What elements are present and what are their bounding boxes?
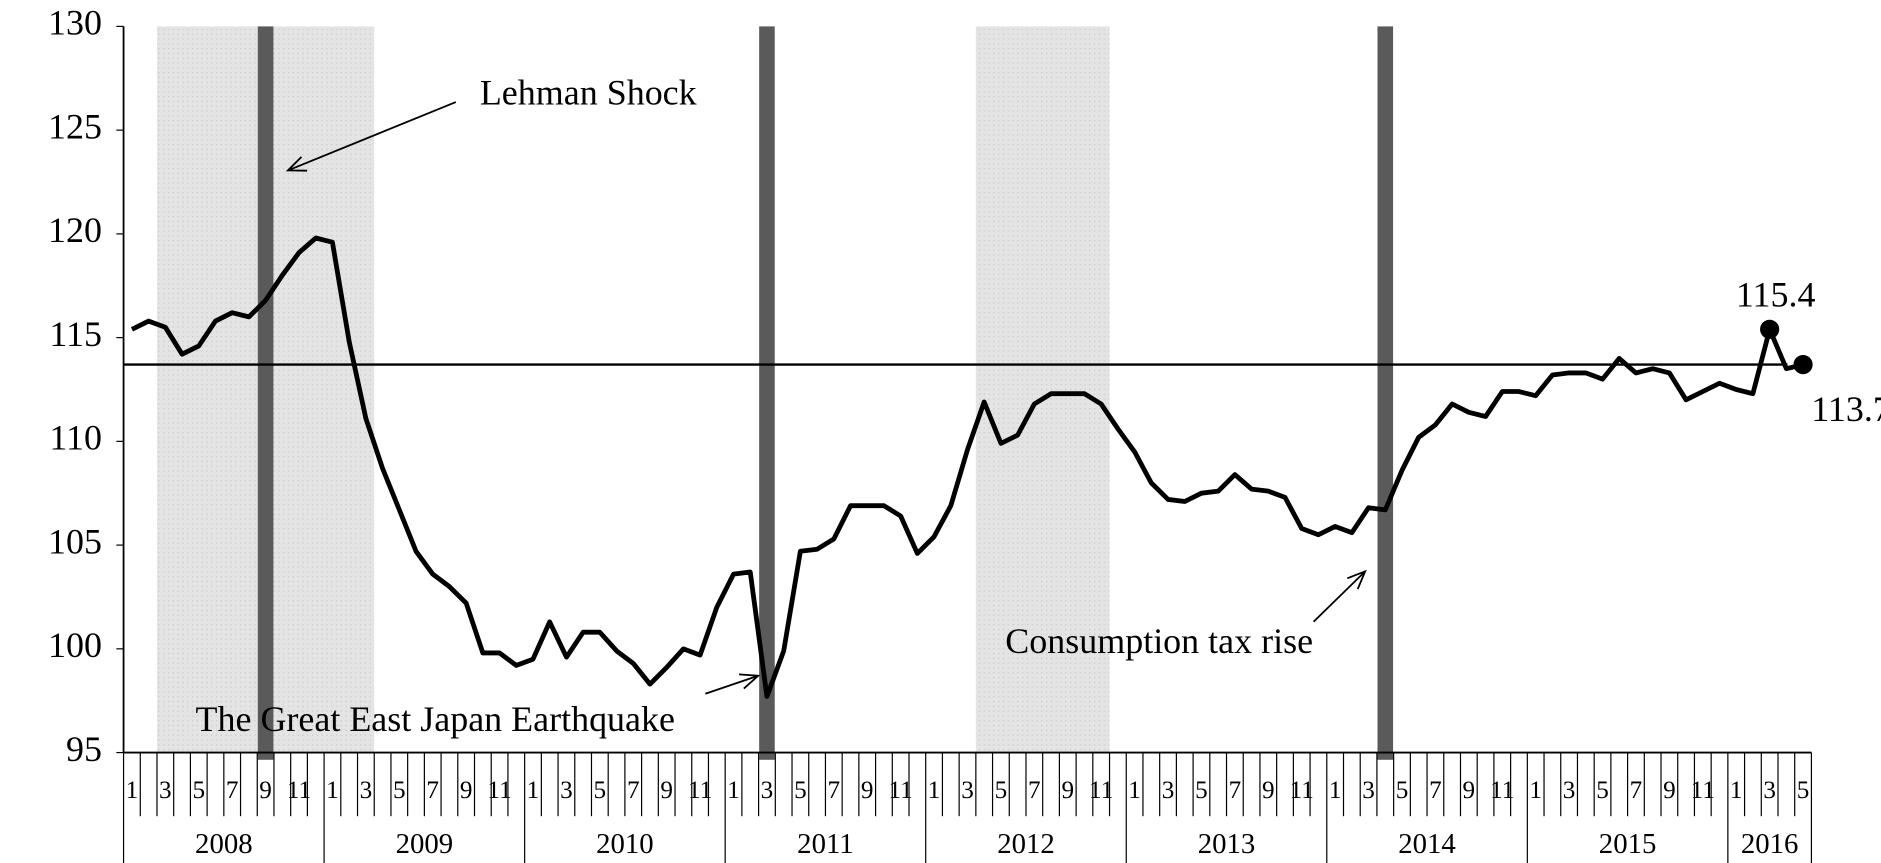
x-tick-label: 3 <box>1362 777 1375 804</box>
data-line <box>130 235 1804 699</box>
x-tick-label: 7 <box>828 777 841 804</box>
highlight-point <box>1760 319 1780 339</box>
annotation-arrow <box>1312 570 1366 623</box>
x-tick-label: 11 <box>1490 777 1514 804</box>
x-tick-label: 7 <box>1630 777 1643 804</box>
x-tick-label: 11 <box>889 777 913 804</box>
x-tick-label: 1 <box>928 777 941 804</box>
x-tick-label: 1 <box>1329 777 1342 804</box>
year-label: 2010 <box>596 828 654 860</box>
x-tick-label: 1 <box>727 777 740 804</box>
year-label: 2013 <box>1198 828 1256 860</box>
event-label: The Great East Japan Earthquake <box>196 699 675 739</box>
x-tick-label: 7 <box>226 777 239 804</box>
y-tick-label: 110 <box>49 418 102 458</box>
x-tick-label: 7 <box>1429 777 1442 804</box>
y-tick-label: 105 <box>48 521 102 561</box>
x-tick-label: 11 <box>1290 777 1314 804</box>
year-label: 2012 <box>997 828 1055 860</box>
event-bar <box>1377 26 1394 760</box>
y-tick-label: 120 <box>48 210 102 250</box>
x-tick-label: 5 <box>393 777 406 804</box>
x-tick-label: 3 <box>761 777 774 804</box>
x-tick-label: 7 <box>426 777 439 804</box>
x-tick-label: 7 <box>1229 777 1242 804</box>
event-label: Lehman Shock <box>480 72 697 112</box>
x-tick-label: 11 <box>1691 777 1715 804</box>
x-tick-label: 1 <box>527 777 540 804</box>
x-tick-label: 9 <box>1663 777 1676 804</box>
x-tick-label: 1 <box>1730 777 1743 804</box>
year-label: 2009 <box>396 828 454 860</box>
y-tick-label: 115 <box>49 314 102 354</box>
annotation-arrow <box>705 674 759 695</box>
year-label: 2015 <box>1599 828 1657 860</box>
highlight-point <box>1793 354 1813 375</box>
data-label: 113.7 <box>1811 389 1881 429</box>
x-tick-label: 5 <box>1596 777 1609 804</box>
y-tick-label: 125 <box>48 106 102 146</box>
x-tick-label: 9 <box>1463 777 1476 804</box>
year-label: 2011 <box>797 828 853 860</box>
year-label: 2014 <box>1398 828 1456 860</box>
y-tick-label: 130 <box>48 3 102 43</box>
x-tick-label: 5 <box>1195 777 1208 804</box>
event-bar <box>759 26 775 760</box>
x-tick-label: 3 <box>159 777 172 804</box>
x-tick-label: 7 <box>1028 777 1041 804</box>
y-tick-label: 100 <box>48 625 102 665</box>
x-tick-label: 1 <box>126 777 139 804</box>
year-label: 2016 <box>1741 828 1799 860</box>
x-tick-label: 11 <box>1089 777 1113 804</box>
x-tick-label: 9 <box>1061 777 1074 804</box>
x-tick-label: 5 <box>995 777 1008 804</box>
x-tick-label: 1 <box>1529 777 1542 804</box>
x-tick-label: 9 <box>259 777 272 804</box>
x-tick-label: 11 <box>287 777 311 804</box>
x-tick-label: 1 <box>1128 777 1141 804</box>
x-tick-label: 9 <box>460 777 473 804</box>
x-tick-label: 3 <box>360 777 373 804</box>
year-label: 2008 <box>195 828 253 860</box>
y-tick-label: 95 <box>66 729 102 769</box>
x-tick-label: 9 <box>660 777 673 804</box>
x-tick-label: 11 <box>688 777 712 804</box>
x-tick-label: 5 <box>192 777 205 804</box>
x-tick-label: 3 <box>1563 777 1576 804</box>
x-tick-label: 9 <box>1262 777 1275 804</box>
x-tick-label: 5 <box>594 777 607 804</box>
x-tick-label: 3 <box>1162 777 1175 804</box>
shaded-period <box>975 26 1110 753</box>
event-bar <box>257 26 274 760</box>
x-tick-label: 3 <box>560 777 573 804</box>
x-tick-label: 3 <box>961 777 974 804</box>
annotation-arrow <box>287 101 457 172</box>
x-tick-label: 5 <box>1797 777 1810 804</box>
x-tick-label: 5 <box>1396 777 1409 804</box>
x-tick-label: 9 <box>861 777 874 804</box>
x-tick-label: 7 <box>627 777 640 804</box>
arrow-head <box>1346 569 1367 590</box>
x-tick-label: 1 <box>326 777 339 804</box>
arrow-head <box>738 673 761 690</box>
x-tick-label: 3 <box>1763 777 1776 804</box>
x-tick-label: 5 <box>794 777 807 804</box>
arrow-head <box>285 156 308 172</box>
event-label: Consumption tax rise <box>1005 621 1313 661</box>
data-label: 115.4 <box>1736 274 1816 314</box>
x-tick-label: 11 <box>487 777 511 804</box>
